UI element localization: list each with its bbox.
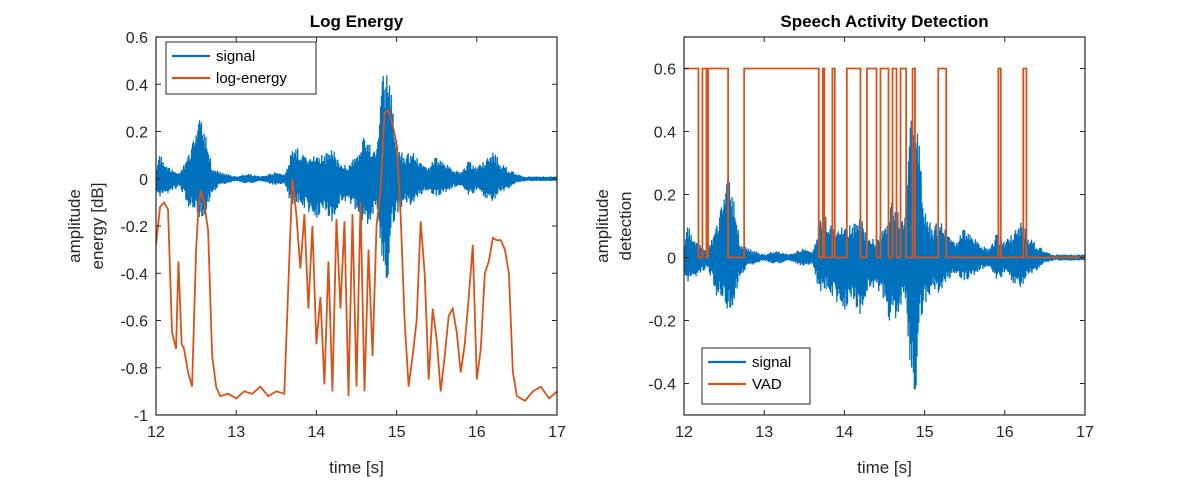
legend: signal VAD [701,347,811,405]
legend-box [165,41,317,95]
y-tick-label: -0.4 [120,266,148,283]
chart-title: Log Energy [310,12,404,31]
y-tick-label: 0 [667,251,676,268]
chart-0: 12 13 14 15 16 17 -1 -0.8 -0.6 -0.4 -0.2 0 0.2 0.4 0.6… [65,12,566,477]
y-axis-label-bottom: energy [dB] [88,183,107,270]
y-tick-label: -0.2 [120,219,148,236]
y-tick-label: -0.4 [648,377,676,394]
y-tick-label: 0.2 [126,125,148,142]
y-tick-label: -0.2 [648,314,676,331]
legend: signal log-energy [165,41,317,95]
chart-1: 12 13 14 15 16 17 -0.4 -0.2 0 0.2 0.4 0.6 Speech Act… [593,12,1094,477]
axes-box [683,36,1086,416]
x-tick-label: 14 [836,424,854,441]
y-tick-label: -0.8 [120,361,148,378]
y-tick-label: 0.2 [654,188,676,205]
x-tick-label: 15 [916,424,934,441]
legend-label-signal: signal [752,354,791,371]
plot-layer [684,67,1085,390]
y-tick-label: 0.6 [126,30,148,47]
y-tick-label: 0.4 [126,77,148,94]
legend-box [701,347,811,405]
x-tick-label: 12 [675,424,693,441]
x-tick-label: 13 [755,424,773,441]
x-axis-label: time [s] [329,458,384,477]
y-tick-label: 0.6 [654,62,676,79]
legend-label-vad: VAD [752,376,782,393]
legend-label-signal: signal [216,48,255,65]
y-axis-label-bottom: detection [616,192,635,261]
legend-label-log-energy: log-energy [216,70,287,87]
plot-layer [156,75,557,402]
y-axis-label-top: amplitude [593,189,612,263]
x-tick-label: 12 [147,424,165,441]
y-tick-label: -0.6 [120,314,148,331]
x-tick-label: 13 [227,424,245,441]
y-axis-label-top: amplitude [65,189,84,263]
x-tick-label: 17 [1076,424,1094,441]
series-log-energy-line [156,108,557,402]
series-vad-line [684,67,1085,259]
y-tick-label: -1 [134,408,148,425]
series-signal-line [156,75,557,278]
x-tick-label: 15 [388,424,406,441]
y-tick-label: 0 [139,172,148,189]
y-tick-label: 0.4 [654,125,676,142]
chart-title: Speech Activity Detection [780,12,988,31]
x-tick-label: 16 [468,424,486,441]
series-signal-line [684,119,1085,390]
x-tick-label: 17 [548,424,566,441]
x-tick-label: 14 [308,424,326,441]
x-tick-label: 16 [996,424,1014,441]
x-axis-label: time [s] [857,458,912,477]
